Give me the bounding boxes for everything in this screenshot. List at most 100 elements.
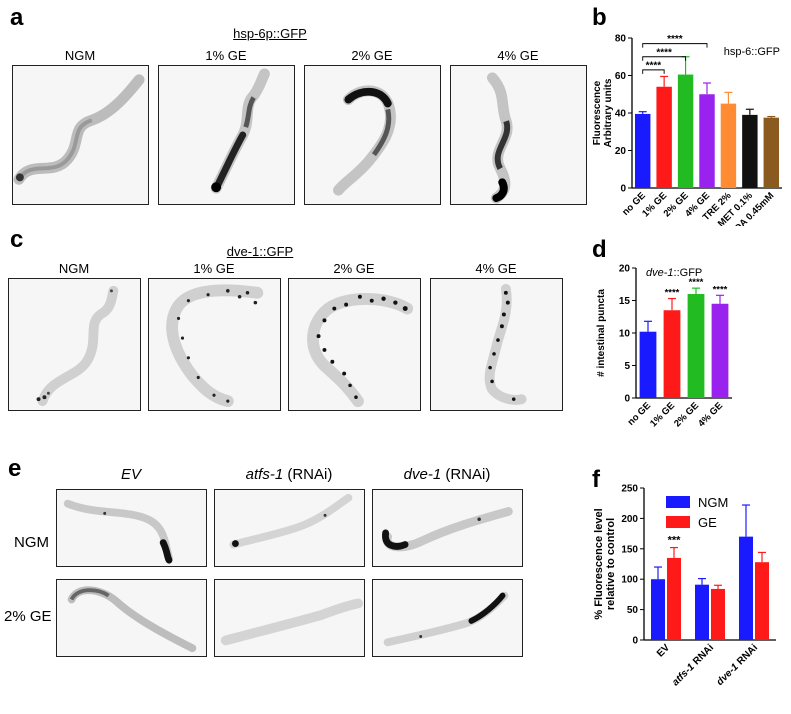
panel-c-title: dve-1::GFP <box>226 244 294 259</box>
panel-e-col-dve1: dve-1 (RNAi) <box>372 466 522 483</box>
panel-e-col-atfs1-gene: atfs-1 <box>245 466 284 483</box>
chart-d-title: dve-1::GFP <box>646 267 702 279</box>
worm-image-e-ev-2ge <box>56 579 207 657</box>
chart-f: 0 50 100 150 200 250 % Fluorescence levelrelat… <box>593 484 776 688</box>
chart-f-ylabel: % Fluorescence levelrelative to control <box>593 508 617 619</box>
chart-d-star-label: **** <box>665 288 680 299</box>
worm-image-a-2ge <box>304 65 441 205</box>
worm-image-e-atfs1-ngm <box>214 489 365 567</box>
panel-letter-f: f <box>592 466 600 493</box>
panel-a-col-ngm: NGM <box>64 48 96 63</box>
panel-e-row-2ge: 2% GE <box>4 608 52 625</box>
chart-f-legend-label: NGM <box>698 495 728 510</box>
panel-e-row-ngm: NGM <box>14 534 49 551</box>
chart-d-bar <box>639 331 657 398</box>
worm-image-c-1ge <box>148 278 281 411</box>
panel-c-col-2ge: 2% GE <box>333 261 375 276</box>
chart-b-bar <box>677 74 694 188</box>
chart-b-bar <box>763 117 779 188</box>
chart-b-sig-bracket <box>642 69 665 74</box>
panel-letter-d: d <box>592 236 607 263</box>
panel-c-col-4ge: 4% GE <box>475 261 517 276</box>
worm-image-e-dve1-2ge <box>372 579 523 657</box>
panel-e-col-dve1-gene: dve-1 <box>403 466 442 483</box>
panel-c-col-ngm: NGM <box>58 261 90 276</box>
chart-f-annotation: *** <box>668 535 682 547</box>
chart-f-ytick-label: 250 <box>621 484 638 495</box>
worm-image-e-dve1-ngm <box>372 489 523 567</box>
worm-image-e-atfs1-2ge <box>214 579 365 657</box>
panel-letter-a: a <box>10 4 24 31</box>
chart-b-sig-bracket <box>642 56 687 61</box>
worm-image-c-4ge <box>430 278 563 411</box>
chart-f-xtick-label: EV <box>655 642 672 659</box>
chart-f-ytick-label: 100 <box>621 575 638 586</box>
panel-a-col-1ge: 1% GE <box>205 48 247 63</box>
worm-image-a-1ge <box>158 65 295 205</box>
worm-image-c-ngm <box>8 278 141 411</box>
panel-a-col-4ge: 4% GE <box>497 48 539 63</box>
chart-d-star-label: **** <box>713 284 728 295</box>
chart-f-legend-label: GE <box>698 515 717 530</box>
worm-image-a-4ge <box>450 65 587 205</box>
chart-d-ytick-label: 0 <box>624 394 630 405</box>
chart-d-xtick-label: 4% GE <box>696 400 725 429</box>
panel-e-col-ev: EV <box>56 466 206 483</box>
chart-f-bar <box>651 579 665 640</box>
chart-d-ytick-label: 5 <box>624 361 630 372</box>
panel-letter-c: c <box>10 226 24 253</box>
chart-b-ytick-label: 20 <box>615 146 627 157</box>
panel-a-col-2ge: 2% GE <box>351 48 393 63</box>
chart-f-ytick-label: 150 <box>621 544 638 555</box>
panel-letter-b: b <box>592 4 607 31</box>
chart-b-bar <box>720 103 737 188</box>
panel-letter-e: e <box>8 455 22 482</box>
chart-f-bar <box>667 557 681 640</box>
panel-e-col-atfs1-suffix: (RNAi) <box>283 466 333 483</box>
chart-d-xtick-label: 2% GE <box>672 400 701 429</box>
chart-b-ylabel: FluorescenceArbitrary units <box>592 78 614 147</box>
chart-b-ytick-label: 40 <box>615 109 627 120</box>
chart-f-legend-swatch <box>666 516 690 528</box>
chart-d-ylabel: # intestinal puncta <box>596 289 607 377</box>
chart-b-sig-label: **** <box>646 60 662 71</box>
chart-f-bar <box>695 584 709 640</box>
chart-d-bar <box>711 303 729 398</box>
chart-b-bar <box>699 94 715 188</box>
chart-d-bar <box>663 310 681 398</box>
panel-e-col-atfs1: atfs-1 (RNAi) <box>214 466 364 483</box>
chart-f-ytick-label: 200 <box>621 514 638 525</box>
chart-b: 0 20 40 60 80 FluorescenceArbitrary units hsp-… <box>592 34 782 226</box>
chart-d-ytick-label: 20 <box>619 264 631 275</box>
panel-e-col-ev-gene: EV <box>120 466 141 483</box>
worm-image-a-ngm <box>12 65 149 205</box>
chart-f-bar <box>711 588 725 640</box>
chart-d-star-label: **** <box>689 277 704 288</box>
chart-d-ytick-label: 15 <box>619 296 631 307</box>
chart-b-sig-label: **** <box>656 47 672 58</box>
chart-b-bar <box>656 86 672 188</box>
panel-e-col-dve1-suffix: (RNAi) <box>441 466 491 483</box>
chart-b-ytick-label: 60 <box>615 71 627 82</box>
chart-b-bar <box>635 113 651 188</box>
chart-b-sig-bracket <box>642 43 708 48</box>
chart-f-ytick-label: 0 <box>632 636 638 647</box>
chart-f-xtick-label: dve-1 RNAi <box>715 642 761 688</box>
chart-b-ytick-label: 0 <box>620 184 626 195</box>
chart-d-bar <box>687 294 705 398</box>
chart-f-bar <box>755 562 769 640</box>
chart-b-sig-label: **** <box>667 34 683 45</box>
chart-f-legend-swatch <box>666 496 690 508</box>
chart-f-ytick-label: 50 <box>627 605 639 616</box>
chart-d-ytick-label: 10 <box>619 329 631 340</box>
chart-f-xtick-label: atfs-1 RNAi <box>670 642 716 688</box>
panel-a-title: hsp-6p::GFP <box>233 26 307 41</box>
chart-d-xtick-label: 1% GE <box>648 400 677 429</box>
chart-b-ytick-label: 80 <box>615 34 627 45</box>
chart-b-bar <box>742 114 758 188</box>
worm-image-c-2ge <box>288 278 421 411</box>
chart-b-title: hsp-6::GFP <box>724 46 780 58</box>
panel-c-col-1ge: 1% GE <box>193 261 235 276</box>
chart-f-bar <box>739 536 753 640</box>
